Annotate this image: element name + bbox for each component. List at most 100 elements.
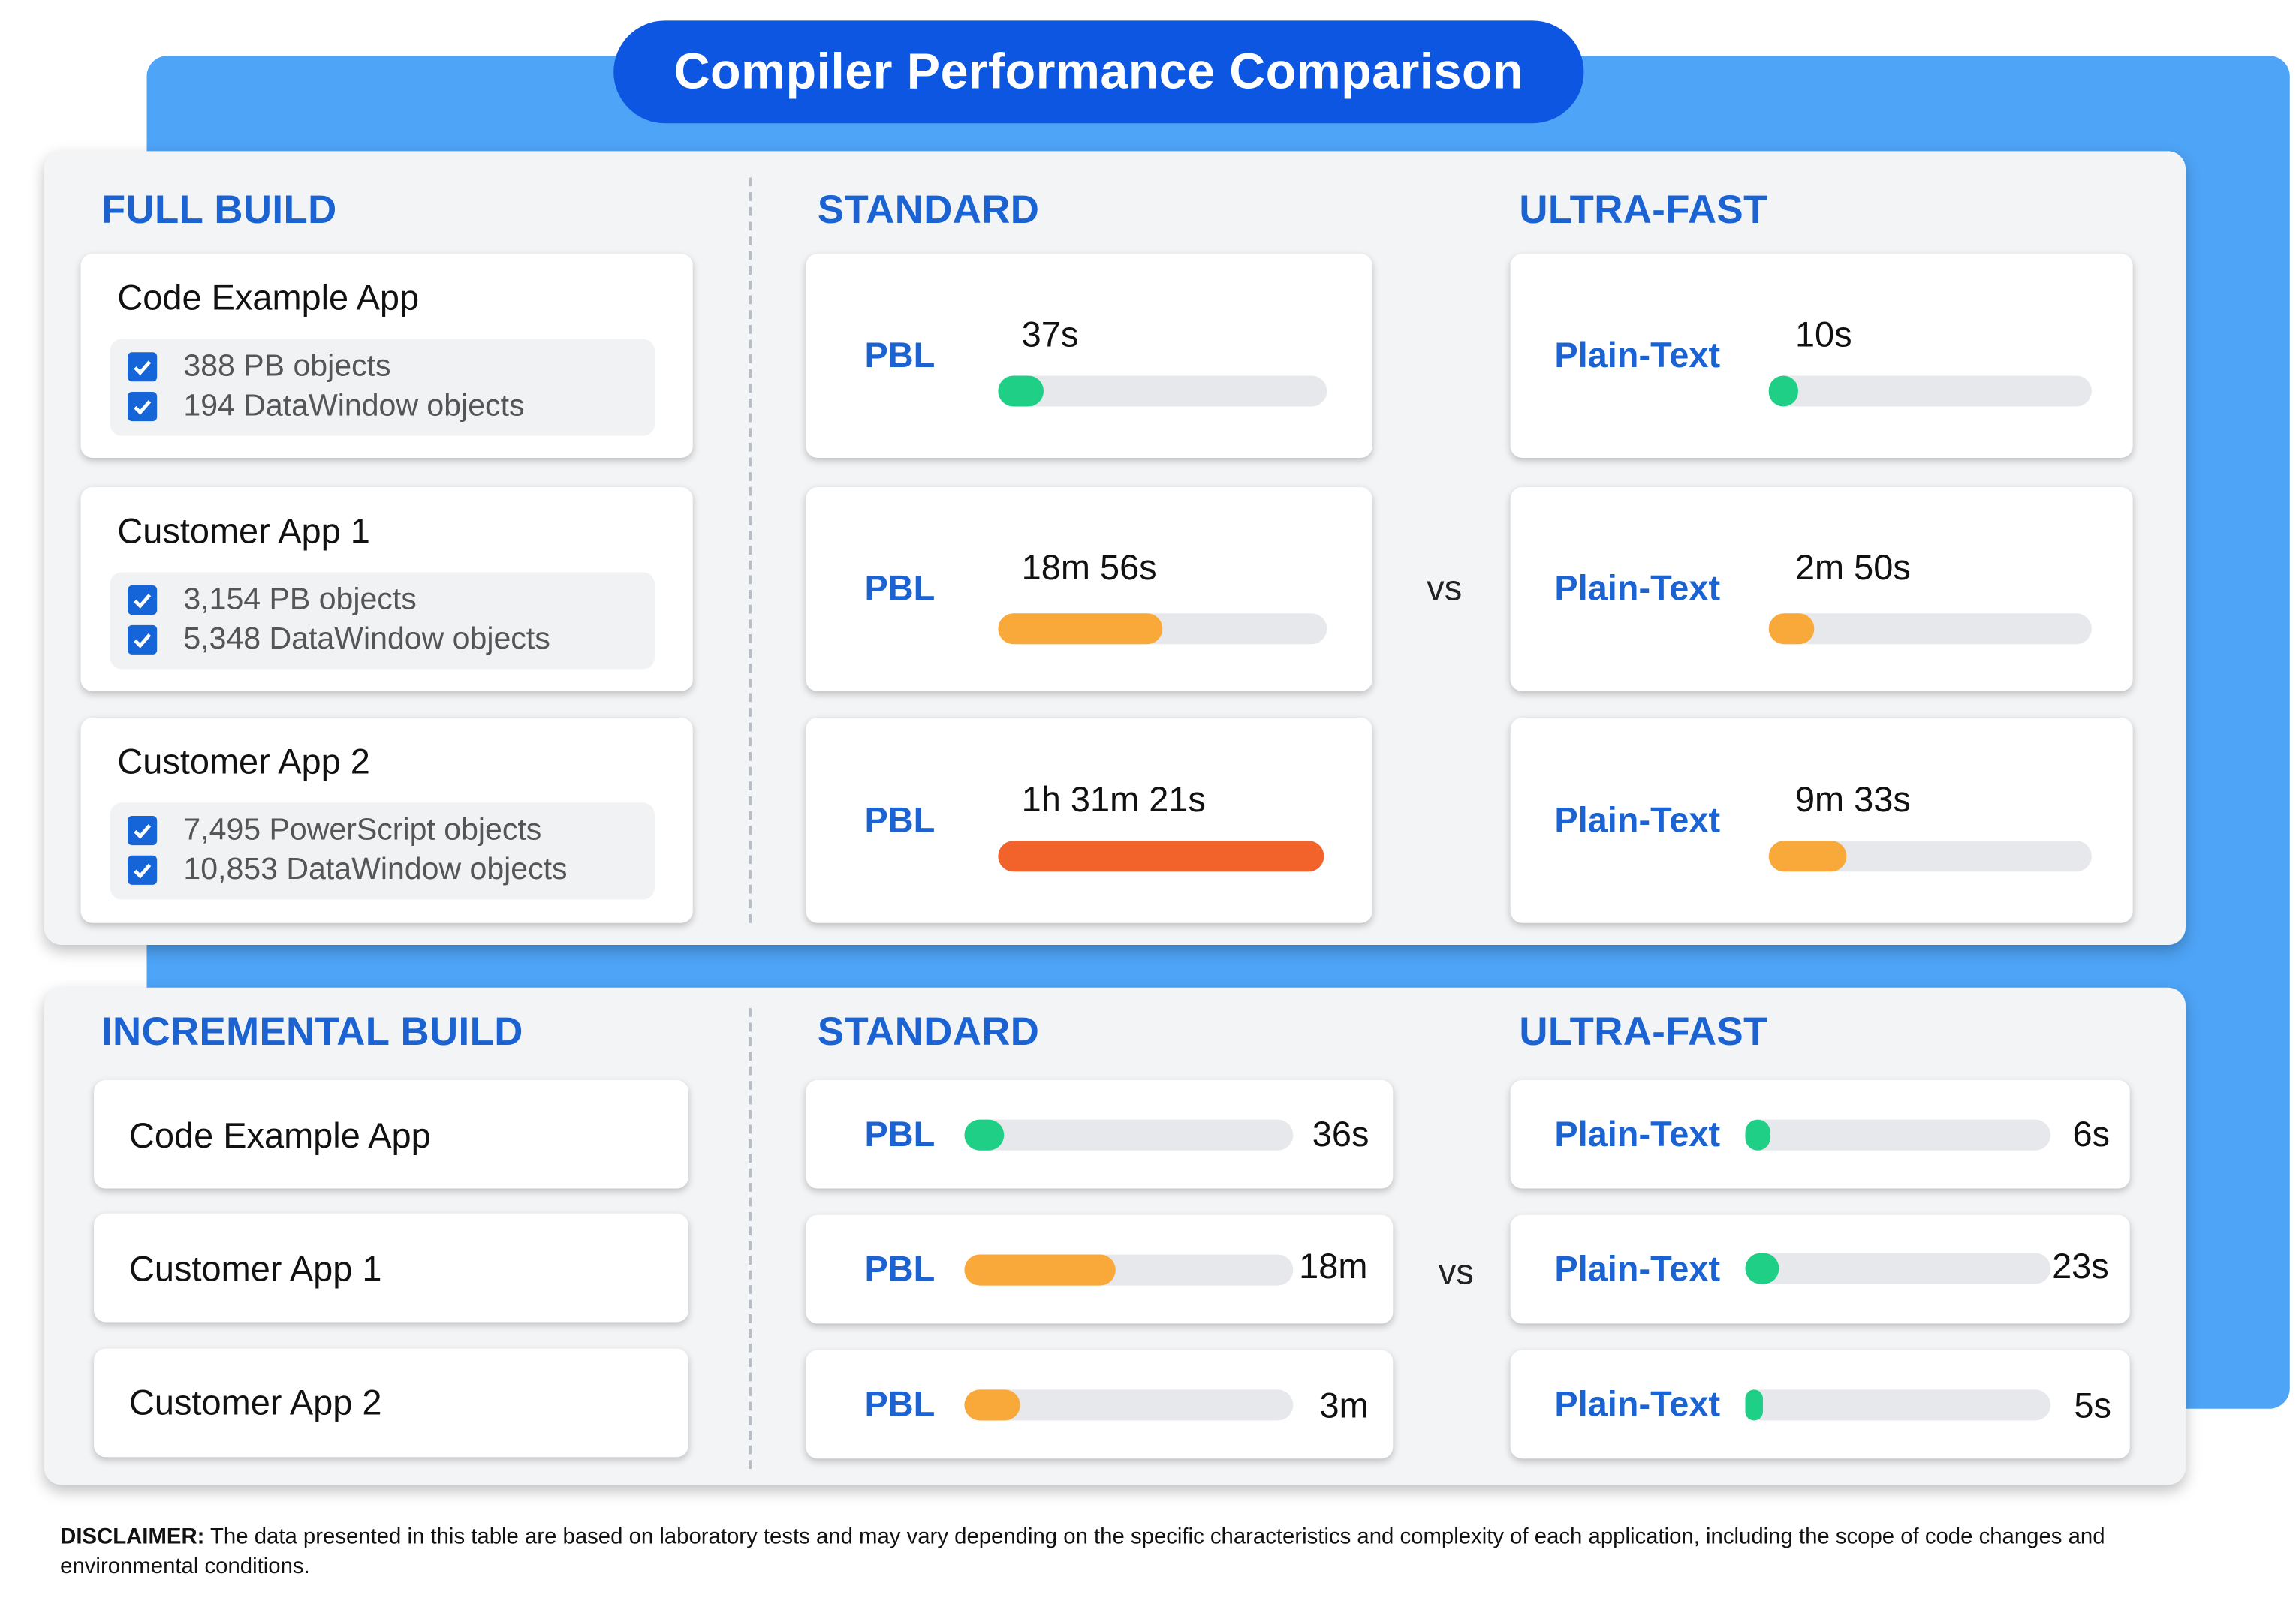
app-name: Customer App 2 xyxy=(117,742,370,783)
bar xyxy=(1745,1253,1779,1284)
method-label: Plain-Text xyxy=(1554,569,1721,609)
disclaimer: DISCLAIMER: The data presented in this t… xyxy=(60,1523,2203,1581)
incremental-build-panel: INCREMENTAL BUILD STANDARD ULTRA-FAST vs… xyxy=(44,987,2186,1485)
method-label: Plain-Text xyxy=(1554,1250,1721,1290)
time-label: 18m 56s xyxy=(1021,549,1157,588)
vs-label: vs xyxy=(1427,569,1463,609)
checkbox-icon xyxy=(128,815,158,846)
standard-result-card: PBL 37s xyxy=(806,254,1372,458)
app-card-customer-1: Customer App 1 3,154 PB objects 5,348 Da… xyxy=(80,487,693,691)
object-item: 5,348 DataWindow objects xyxy=(128,622,550,658)
app-name: Code Example App xyxy=(129,1116,431,1157)
object-item: 7,495 PowerScript objects xyxy=(128,813,541,848)
time-label: 6s xyxy=(2072,1115,2111,1155)
bar xyxy=(964,1119,1004,1151)
bar xyxy=(1768,375,1798,407)
object-item: 3,154 PB objects xyxy=(128,582,417,618)
app-card-customer-2: Customer App 2 7,495 PowerScript objects… xyxy=(80,717,693,923)
bar-track xyxy=(998,613,1327,645)
standard-header: STANDARD xyxy=(817,188,1040,232)
bar xyxy=(1768,841,1846,872)
time-label: 5s xyxy=(2074,1386,2111,1427)
bar-track xyxy=(964,1389,1294,1421)
page-title: Compiler Performance Comparison xyxy=(613,20,1584,124)
ultra-fast-result-card: Plain-Text 10s xyxy=(1510,254,2133,458)
time-label: 36s xyxy=(1312,1115,1369,1155)
bar-track xyxy=(1768,613,2092,645)
standard-result-card: PBL 18m xyxy=(806,1214,1394,1324)
ultra-fast-header: ULTRA-FAST xyxy=(1519,1010,1768,1054)
method-label: Plain-Text xyxy=(1554,1115,1721,1155)
bar-track xyxy=(964,1254,1294,1286)
divider xyxy=(749,177,752,923)
method-label: PBL xyxy=(864,1250,936,1290)
full-build-panel: FULL BUILD STANDARD ULTRA-FAST vs Code E… xyxy=(44,151,2186,946)
standard-header: STANDARD xyxy=(817,1010,1040,1054)
full-build-header: FULL BUILD xyxy=(101,188,337,232)
method-label: PBL xyxy=(864,1385,936,1425)
divider xyxy=(749,1008,752,1469)
bar xyxy=(998,375,1044,407)
app-card-code-example: Code Example App 388 PB objects 194 Data… xyxy=(80,254,693,458)
standard-result-card: PBL 1h 31m 21s xyxy=(806,717,1372,923)
app-name: Code Example App xyxy=(117,278,420,319)
method-label: Plain-Text xyxy=(1554,801,1721,841)
bar xyxy=(998,613,1163,645)
object-item: 388 PB objects xyxy=(128,349,391,384)
bar xyxy=(1768,613,1814,645)
ultra-fast-result-card: Plain-Text 5s xyxy=(1510,1350,2130,1459)
standard-result-card: PBL 18m 56s xyxy=(806,487,1372,691)
disclaimer-label: DISCLAIMER: xyxy=(60,1524,205,1550)
bar xyxy=(1745,1119,1770,1151)
incremental-build-header: INCREMENTAL BUILD xyxy=(101,1010,523,1054)
bar xyxy=(998,841,1324,872)
bar xyxy=(964,1254,1116,1286)
object-list: 3,154 PB objects 5,348 DataWindow object… xyxy=(110,572,655,670)
object-list: 7,495 PowerScript objects 10,853 DataWin… xyxy=(110,802,655,900)
bar-track xyxy=(998,375,1327,407)
checkbox-icon xyxy=(128,352,158,382)
time-label: 18m xyxy=(1299,1247,1368,1287)
app-card-customer-1: Customer App 1 xyxy=(94,1213,688,1323)
standard-result-card: PBL 36s xyxy=(806,1079,1394,1189)
checkbox-icon xyxy=(128,391,158,422)
object-item: 10,853 DataWindow objects xyxy=(128,853,568,888)
ultra-fast-result-card: Plain-Text 6s xyxy=(1510,1079,2130,1189)
vs-label: vs xyxy=(1438,1253,1474,1293)
ultra-fast-result-card: Plain-Text 2m 50s xyxy=(1510,487,2133,691)
method-label: Plain-Text xyxy=(1554,336,1721,376)
standard-result-card: PBL 3m xyxy=(806,1350,1394,1459)
app-name: Customer App 1 xyxy=(117,512,370,552)
time-label: 3m xyxy=(1319,1386,1369,1427)
checkbox-icon xyxy=(128,585,158,615)
time-label: 10s xyxy=(1794,315,1852,356)
bar-track xyxy=(1745,1389,2051,1421)
bar-track xyxy=(998,841,1324,872)
time-label: 2m 50s xyxy=(1794,549,1911,588)
checkbox-icon xyxy=(128,855,158,885)
time-label: 23s xyxy=(2052,1247,2109,1287)
time-label: 37s xyxy=(1021,315,1079,356)
method-label: Plain-Text xyxy=(1554,1385,1721,1425)
method-label: PBL xyxy=(864,801,936,841)
object-item: 194 DataWindow objects xyxy=(128,389,525,424)
bar-track xyxy=(1745,1119,2051,1151)
bar xyxy=(1745,1389,1764,1421)
ultra-fast-result-card: Plain-Text 9m 33s xyxy=(1510,717,2133,923)
bar-track xyxy=(1745,1253,2051,1284)
time-label: 1h 31m 21s xyxy=(1021,781,1206,820)
checkbox-icon xyxy=(128,624,158,655)
bar-track xyxy=(964,1119,1294,1151)
object-list: 388 PB objects 194 DataWindow objects xyxy=(110,339,655,436)
bar-track xyxy=(1768,375,2092,407)
ultra-fast-header: ULTRA-FAST xyxy=(1519,188,1768,232)
method-label: PBL xyxy=(864,569,936,609)
method-label: PBL xyxy=(864,1115,936,1155)
bar-track xyxy=(1768,841,2092,872)
ultra-fast-result-card: Plain-Text 23s xyxy=(1510,1214,2130,1324)
app-name: Customer App 1 xyxy=(129,1250,382,1290)
bar xyxy=(964,1389,1020,1421)
app-name: Customer App 2 xyxy=(129,1383,382,1424)
app-card-code-example: Code Example App xyxy=(94,1079,688,1189)
method-label: PBL xyxy=(864,336,936,376)
